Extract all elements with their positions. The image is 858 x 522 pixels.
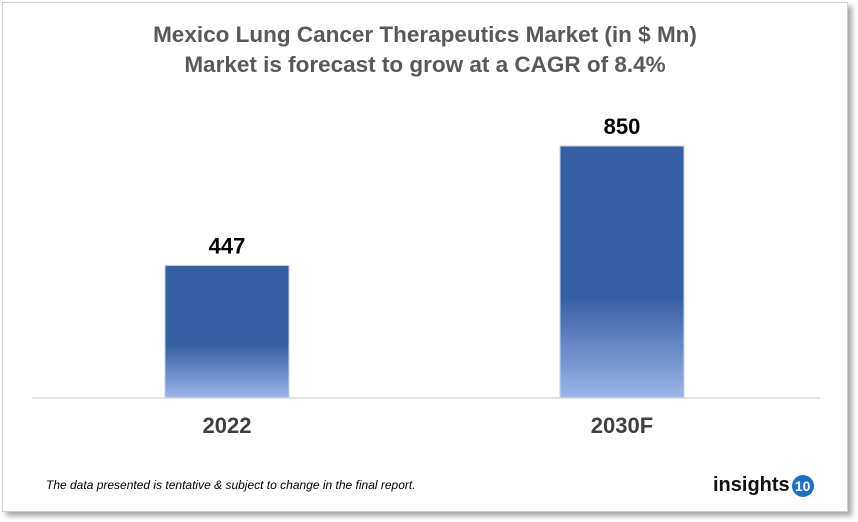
data-label: 850 <box>604 114 641 139</box>
logo-text: insights <box>713 474 790 496</box>
disclaimer-note: The data presented is tentative & subjec… <box>46 478 416 492</box>
x-tick-label: 2022 <box>203 413 252 438</box>
bar-2030F <box>559 145 685 399</box>
insights10-logo: insights 10 <box>713 474 814 497</box>
data-label: 447 <box>209 233 246 258</box>
chart-title: Mexico Lung Cancer Therapeutics Market (… <box>153 22 697 47</box>
chart-card <box>2 2 848 512</box>
x-tick-label: 2030F <box>591 413 653 438</box>
bar-2022 <box>164 264 290 399</box>
chart-subtitle: Market is forecast to grow at a CAGR of … <box>184 52 666 77</box>
chart-title-block: Mexico Lung Cancer Therapeutics Market (… <box>0 20 850 80</box>
logo-badge: 10 <box>791 474 814 497</box>
